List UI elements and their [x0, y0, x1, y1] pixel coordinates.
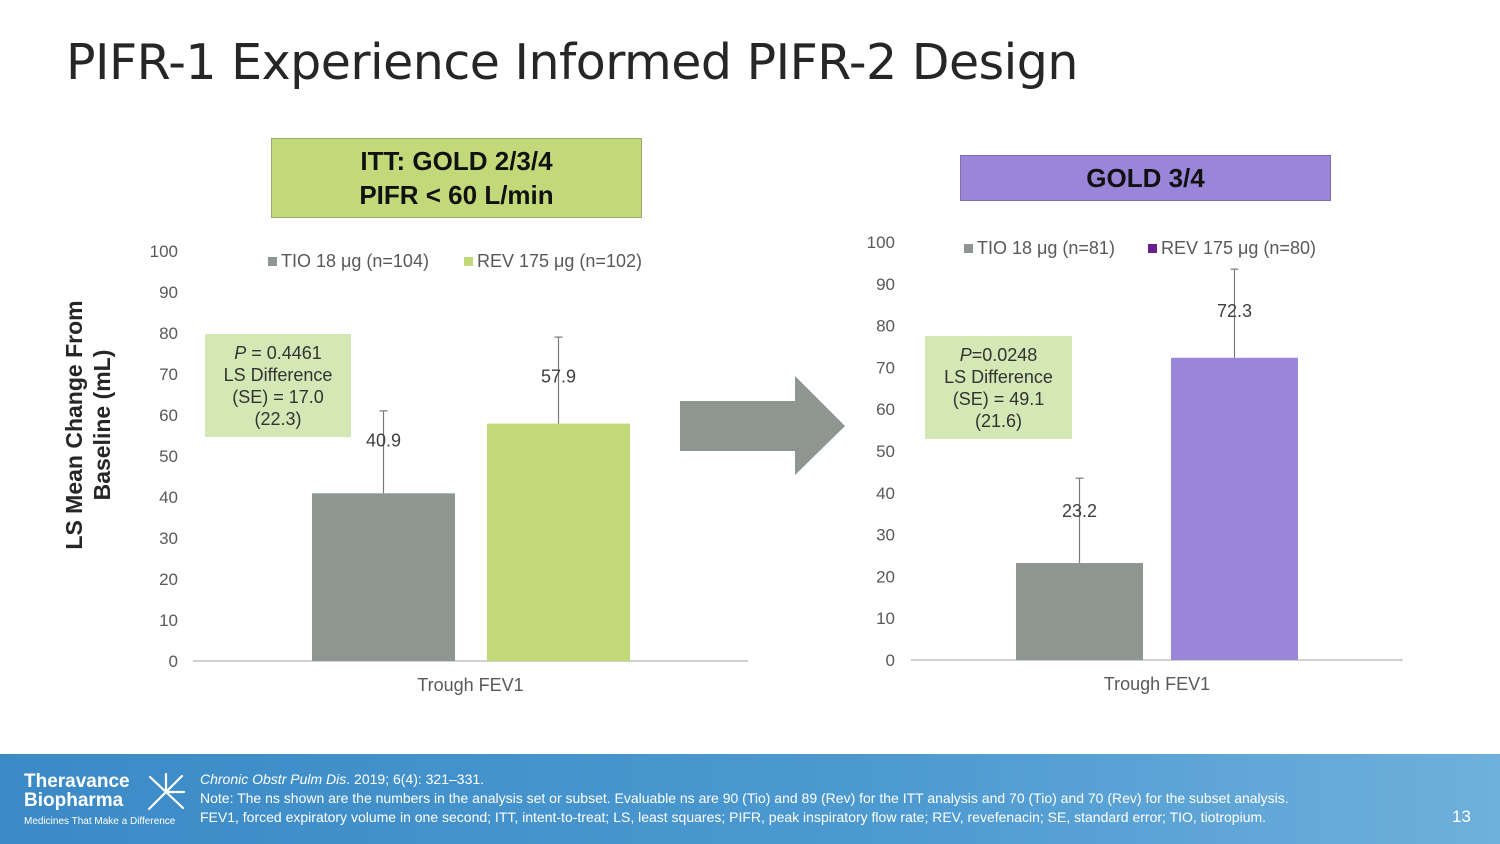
right-stats-line2: LS Difference	[944, 366, 1053, 387]
right-data-label: 72.3	[1217, 301, 1252, 321]
right-arrow-icon	[680, 376, 845, 475]
logo-line2: Biopharma	[24, 790, 124, 811]
starburst-logo-icon	[147, 772, 186, 811]
logo-tagline: Medicines That Make a Difference	[24, 816, 176, 827]
left-ytick-label: 20	[159, 570, 178, 589]
left-stats-p-label: P	[234, 342, 247, 363]
right-ytick-label: 50	[876, 442, 895, 461]
footnote-note: Note: The ns shown are the numbers in th…	[200, 790, 1289, 806]
left-x-category-label: Trough FEV1	[417, 675, 523, 695]
left-data-label: 57.9	[541, 367, 576, 387]
left-ytick-label: 0	[169, 652, 178, 671]
left-ytick-label: 80	[159, 324, 178, 343]
right-ytick-label: 80	[876, 317, 895, 336]
left-group-line2: PIFR < 60 L/min	[359, 180, 554, 210]
left-legend-label: REV 175 μg (n=102)	[477, 251, 642, 271]
left-stats-p-value: = 0.4461	[246, 342, 322, 363]
left-bar-tio	[312, 493, 455, 661]
footer: Theravance Biopharma Medicines That Make…	[0, 754, 1500, 844]
left-ytick-label: 60	[159, 406, 178, 425]
footnotes: Chronic Obstr Pulm Dis. 2019; 6(4): 321–…	[200, 770, 1289, 827]
left-legend-marker	[464, 257, 473, 266]
left-stats-line2: LS Difference	[223, 364, 333, 385]
left-legend-label: TIO 18 μg (n=104)	[281, 251, 429, 271]
left-bar-rev	[487, 423, 630, 661]
right-ytick-label: 20	[876, 567, 895, 586]
left-data-label: 40.9	[366, 430, 401, 450]
right-legend-label: REV 175 μg (n=80)	[1161, 238, 1316, 258]
right-ytick-label: 70	[876, 358, 895, 377]
y-axis-title: LS Mean Change From Baseline (mL)	[60, 285, 116, 565]
right-x-category-label: Trough FEV1	[1104, 674, 1210, 694]
right-ytick-label: 30	[876, 526, 895, 545]
right-stats-line3: (SE) = 49.1	[952, 388, 1045, 409]
company-logo: Theravance Biopharma	[24, 772, 130, 810]
right-stats-p-label: P	[959, 344, 972, 365]
footnote-abbreviations: FEV1, forced expiratory volume in one se…	[200, 809, 1267, 825]
right-legend-label: TIO 18 μg (n=81)	[977, 238, 1115, 258]
left-ytick-label: 90	[159, 283, 178, 302]
page-title: PIFR-1 Experience Informed PIFR-2 Design	[66, 34, 1078, 91]
right-group-line1: GOLD 3/4	[1086, 163, 1205, 193]
left-ytick-label: 70	[159, 365, 178, 384]
left-stats-p: P = 0.4461	[205, 342, 351, 364]
logo-line1: Theravance	[24, 771, 130, 792]
left-ytick-label: 30	[159, 529, 178, 548]
right-legend-marker	[1148, 244, 1157, 253]
left-group-label: ITT: GOLD 2/3/4 PIFR < 60 L/min	[271, 138, 642, 218]
right-stats-line4: (21.6)	[974, 410, 1023, 431]
left-ytick-label: 50	[159, 447, 178, 466]
right-ytick-label: 0	[886, 651, 895, 670]
right-ytick-label: 10	[876, 609, 895, 628]
right-stats-box: P=0.0248 LS Difference (SE) = 49.1 (21.6…	[925, 336, 1072, 439]
left-bar-chart: 0 10 20 30 40 50 60 70 80 90 100 40.9 57.9 Trough FEV…	[150, 242, 748, 695]
right-ytick-label: 100	[867, 233, 895, 252]
left-stats-line4: (22.3)	[254, 408, 302, 429]
right-data-label: 23.2	[1062, 501, 1097, 521]
right-bar-chart: 0 10 20 30 40 50 60 70 80 90 100 23.2 72.3 Trough FEV…	[867, 233, 1403, 694]
y-axis-title-line1: LS Mean Change From	[61, 300, 87, 550]
left-ytick-label: 40	[159, 488, 178, 507]
right-ytick-label: 40	[876, 484, 895, 503]
left-legend-marker	[268, 257, 277, 266]
citation-details: . 2019; 6(4): 321–331.	[346, 771, 485, 787]
right-group-label: GOLD 3/4	[960, 155, 1331, 201]
right-stats-p-value: =0.0248	[971, 344, 1038, 365]
left-group-line1: ITT: GOLD 2/3/4	[360, 146, 553, 176]
citation: Chronic Obstr Pulm Dis. 2019; 6(4): 321–…	[200, 770, 1289, 789]
left-stats-line3: (SE) = 17.0	[232, 386, 324, 407]
page-number: 13	[1452, 807, 1471, 826]
right-bar-tio	[1016, 563, 1143, 660]
citation-journal: Chronic Obstr Pulm Dis	[200, 771, 347, 787]
y-axis-title-line2: Baseline (mL)	[89, 349, 115, 501]
right-ytick-label: 60	[876, 400, 895, 419]
left-ytick-label: 10	[159, 611, 178, 630]
left-ytick-label: 100	[150, 242, 178, 261]
right-legend-marker	[964, 244, 973, 253]
right-bar-rev	[1171, 357, 1298, 660]
right-stats-p: P=0.0248	[925, 344, 1072, 366]
left-stats-box: P = 0.4461 LS Difference (SE) = 17.0 (22…	[205, 334, 351, 437]
right-ytick-label: 90	[876, 275, 895, 294]
